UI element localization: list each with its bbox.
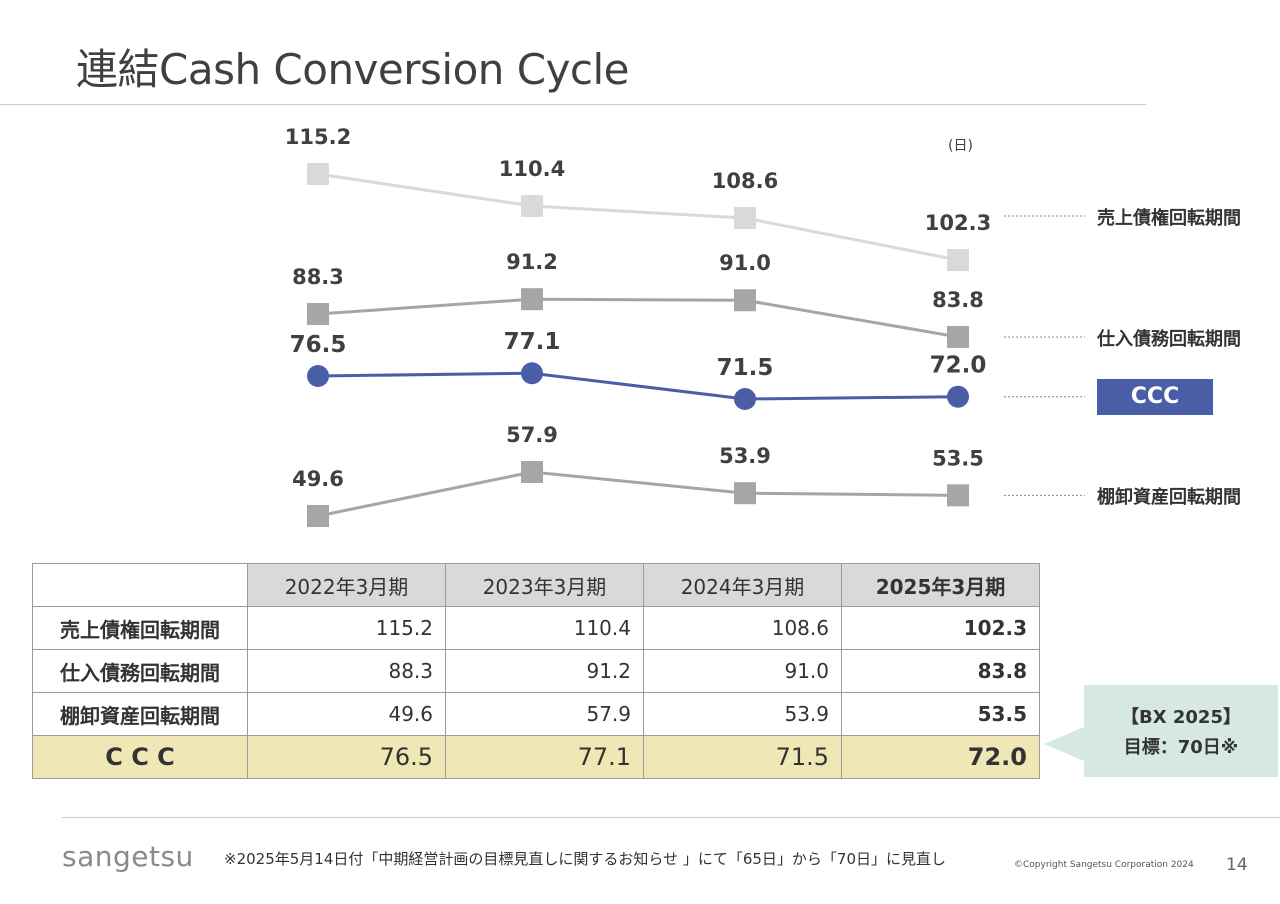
page-title: 連結Cash Conversion Cycle [76,45,630,94]
value-label-inventory: 49.6 [292,467,344,491]
data-point-receivables [521,195,543,218]
callout-heading: 【BX 2025】 [1121,707,1241,728]
ccc-line-chart: 115.2 110.4 108.6 102.3 88.3 91.2 91.0 83.8 76.5… [285,125,1085,527]
company-logo: sangetsu [62,840,194,873]
value-label-receivables: 102.3 [925,211,991,235]
series-line-payables [317,297,959,339]
footer-divider [62,817,1280,818]
value-label-inventory: 57.9 [506,423,558,447]
value-label-ccc: 71.5 [717,355,774,381]
value-label-payables: 88.3 [292,265,344,289]
series-line-ccc [317,371,959,401]
table-row-label: 売上債権回転期間 [32,606,248,650]
table-header-row: 2022年3月期 2023年3月期 2024年3月期 2025年3月期 [32,563,1040,607]
page-number: 14 [1226,855,1248,875]
data-point-payables [734,289,756,312]
unit-label: (日) [948,138,973,154]
data-point-inventory [947,484,969,507]
value-label-receivables: 110.4 [499,157,565,181]
table-cell: 53.9 [643,692,842,736]
value-label-payables: 91.0 [719,251,771,275]
table-header: 2025年3月期 [841,563,1040,607]
callout-pointer [1044,726,1086,762]
target-callout: 【BX 2025】 目標：70日※ [1084,685,1278,777]
table-cell: 102.3 [841,606,1040,650]
table-cell: 53.5 [841,692,1040,736]
table-header: 2024年3月期 [643,563,842,607]
footnote: ※2025年5月14日付「中期経営計画の目標見直しに関するお知らせ 」にて「65… [224,850,947,868]
value-label-payables: 83.8 [932,288,984,312]
data-point-ccc [947,385,969,408]
data-point-inventory [521,461,543,484]
table-cell: 108.6 [643,606,842,650]
series-line-inventory [317,470,959,518]
value-label-inventory: 53.9 [719,444,771,468]
table-cell: 76.5 [247,735,446,779]
copyright: ©Copyright Sangetsu Corporation 2024 [1014,860,1194,870]
table-cell: 49.6 [247,692,446,736]
table-cell: 72.0 [841,735,1040,779]
data-table: 2022年3月期 2023年3月期 2024年3月期 2025年3月期 売上債権… [32,563,1040,779]
table-row-label: C C C [32,735,248,779]
table-cell: 88.3 [247,649,446,693]
table-cell: 57.9 [445,692,644,736]
table-cell: 91.2 [445,649,644,693]
value-label-receivables: 108.6 [712,169,778,193]
data-point-payables [947,325,969,348]
table-row-label: 仕入債務回転期間 [32,649,248,693]
data-point-receivables [307,163,329,185]
data-point-payables [521,288,543,311]
callout-target: 目標：70日※ [1123,737,1239,758]
value-label-payables: 91.2 [506,250,558,274]
data-point-receivables [734,207,756,230]
value-label-ccc: 72.0 [930,353,987,379]
table-row: 棚卸資産回転期間 49.6 57.9 53.9 53.5 [32,692,1040,736]
series-label-ccc: CCC [1097,378,1213,415]
title-divider [0,104,1146,105]
value-label-receivables: 115.2 [285,125,351,149]
data-point-inventory [307,505,329,527]
series-label-inventory: 棚卸資産回転期間 [1097,487,1241,509]
value-label-ccc: 77.1 [504,329,561,355]
data-point-ccc [734,388,756,410]
table-corner-cell [32,563,248,607]
data-point-inventory [734,482,756,505]
table-row-label: 棚卸資産回転期間 [32,692,248,736]
table-cell: 83.8 [841,649,1040,693]
table-cell: 115.2 [247,606,446,650]
value-label-ccc: 76.5 [290,332,347,358]
table-cell: 77.1 [445,735,644,779]
table-cell: 110.4 [445,606,644,650]
series-label-receivables: 売上債権回転期間 [1097,208,1241,230]
table-row: 売上債権回転期間 115.2 110.4 108.6 102.3 [32,606,1040,650]
data-point-ccc [307,365,329,387]
table-row-ccc: C C C 76.5 77.1 71.5 72.0 [32,735,1040,779]
table-header: 2023年3月期 [445,563,644,607]
data-point-receivables [947,249,969,272]
table-header: 2022年3月期 [247,563,446,607]
table-row: 仕入債務回転期間 88.3 91.2 91.0 83.8 [32,649,1040,693]
data-point-payables [307,303,329,325]
series-label-payables: 仕入債務回転期間 [1097,328,1241,350]
value-label-inventory: 53.5 [932,446,984,470]
table-cell: 91.0 [643,649,842,693]
series-line-receivables [317,172,959,262]
table-cell: 71.5 [643,735,842,779]
data-point-ccc [521,362,543,385]
